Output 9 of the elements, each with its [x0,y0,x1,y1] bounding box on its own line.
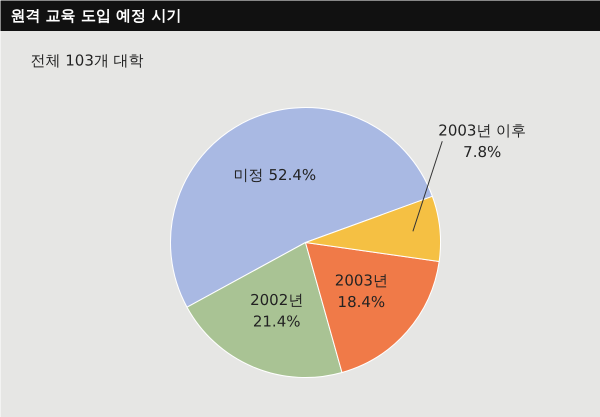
data-label: 7.8% [463,143,502,162]
data-label: 18.4% [338,293,386,312]
slice-label: 2002년 [250,291,304,310]
slice-label: 2003년 이후 [438,121,526,140]
data-label: 21.4% [252,312,301,331]
slice-label: 미정 52.4% [234,166,316,184]
chart-subtitle: 전체 103개 대학 [30,52,144,70]
chart-title: 원격 교육 도입 예정 시기 [10,6,182,24]
slice-label: 2003년 [334,272,388,290]
